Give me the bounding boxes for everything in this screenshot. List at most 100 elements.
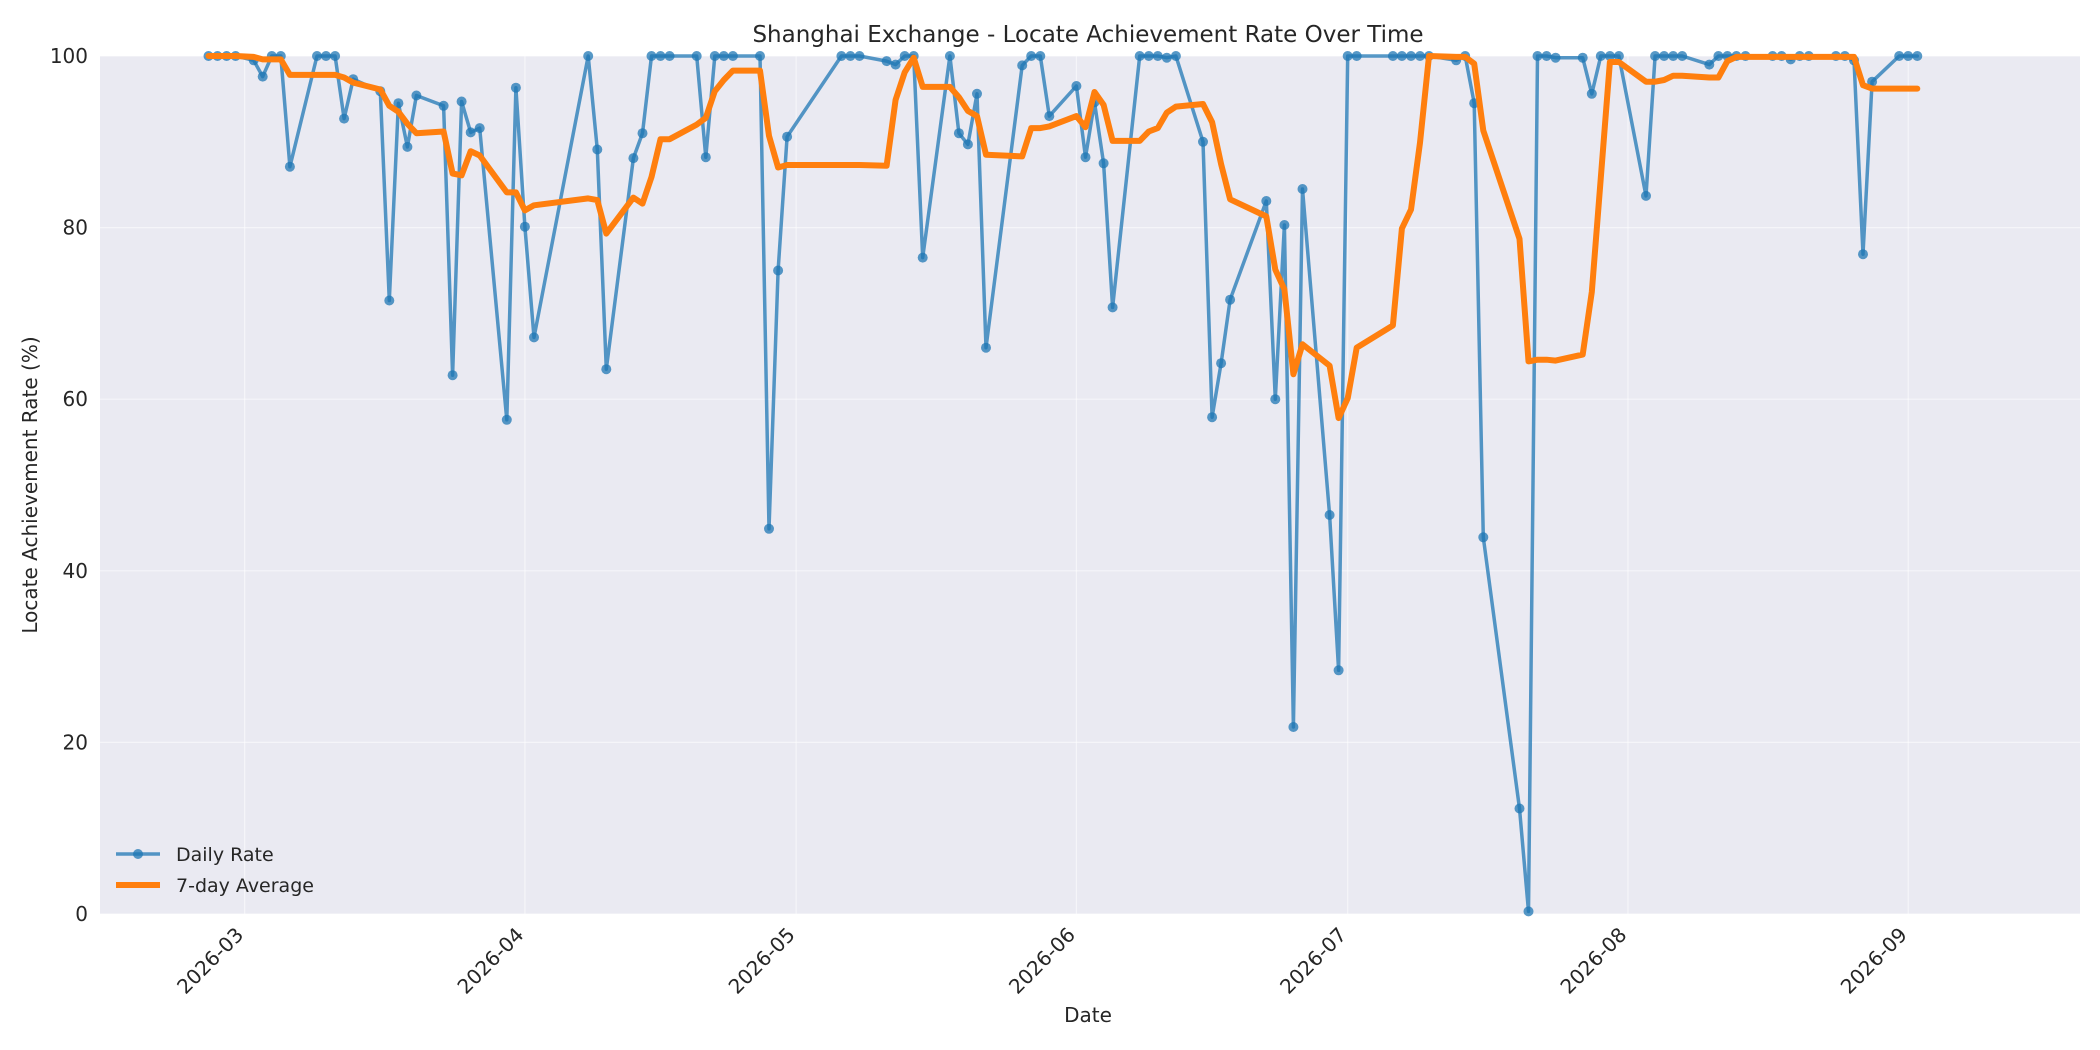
daily-rate-data-point	[664, 51, 675, 61]
daily-rate-data-point	[845, 51, 856, 61]
daily-rate-data-point	[1595, 51, 1606, 61]
daily-rate-data-point	[899, 51, 910, 61]
daily-rate-data-point	[1604, 51, 1615, 61]
daily-rate-data-point	[1134, 51, 1145, 61]
series-layer	[203, 51, 1923, 917]
legend-daily-rate-marker	[133, 849, 143, 859]
daily-rate-data-point	[1396, 51, 1407, 61]
daily-rate-data-point	[1035, 51, 1046, 61]
y-tick-label: 0	[75, 902, 88, 926]
daily-rate-data-point	[1613, 51, 1624, 61]
y-tick-label: 40	[63, 559, 88, 583]
daily-rate-data-point	[411, 90, 422, 101]
daily-rate-data-point	[1324, 510, 1335, 520]
daily-rate-data-point	[1858, 249, 1868, 260]
daily-rate-data-point	[1216, 358, 1227, 369]
daily-rate-data-point	[1668, 51, 1679, 61]
daily-rate-data-point	[628, 153, 639, 164]
daily-rate-data-point	[384, 295, 395, 306]
daily-rate-data-point	[529, 332, 539, 343]
y-axis-label: Locate Achievement Rate (%)	[18, 336, 42, 633]
daily-rate-data-point	[1415, 51, 1425, 61]
x-axis-label: Date	[1064, 1003, 1112, 1027]
legend-daily-rate-label: Daily Rate	[176, 844, 274, 866]
daily-rate-data-point	[836, 51, 847, 61]
daily-rate-data-point	[962, 139, 973, 150]
daily-rate-data-point	[782, 131, 793, 142]
7-day-average-series-line	[205, 53, 1921, 422]
y-tick-label: 20	[63, 730, 88, 754]
daily-rate-data-point	[1152, 51, 1163, 61]
daily-rate-data-point	[1577, 52, 1588, 63]
daily-rate-data-point	[1207, 412, 1218, 423]
daily-rate-data-point	[1261, 196, 1272, 206]
daily-rate-data-point	[1017, 60, 1028, 71]
grid-lines	[100, 55, 2080, 915]
daily-rate-data-point	[465, 127, 476, 138]
daily-rate-data-point	[1342, 51, 1353, 61]
daily-rate-data-point	[1478, 532, 1489, 543]
daily-rate-data-point	[890, 59, 901, 70]
daily-rate-data-point	[1080, 152, 1091, 163]
daily-rate-data-point	[1713, 51, 1724, 61]
daily-rate-data-point	[1161, 52, 1172, 63]
y-tick-label: 80	[63, 216, 88, 240]
daily-rate-data-point	[691, 51, 702, 61]
daily-rate-data-point	[1225, 294, 1236, 305]
daily-rate-data-point	[1333, 665, 1344, 676]
daily-rate-data-point	[1406, 51, 1416, 61]
legend-7-day-average-label: 7-day Average	[176, 875, 314, 897]
daily-rate-data-point	[727, 51, 738, 61]
daily-rate-data-point	[447, 370, 458, 381]
daily-rate-data-point	[1044, 111, 1055, 122]
daily-rate-data-point	[1650, 51, 1661, 61]
daily-rate-data-point	[1297, 184, 1308, 194]
daily-rate-data-point	[972, 88, 982, 99]
daily-rate-data-point	[1532, 51, 1543, 61]
daily-rate-data-point	[1912, 51, 1923, 61]
daily-rate-data-point	[257, 71, 268, 82]
daily-rate-data-point	[637, 128, 648, 139]
daily-rate-data-point	[1098, 158, 1109, 169]
daily-rate-data-point	[438, 100, 449, 111]
daily-rate-data-point	[953, 128, 964, 139]
chart-title: Shanghai Exchange - Locate Achievement R…	[752, 22, 1423, 48]
daily-rate-data-point	[501, 414, 512, 425]
y-tick-label: 100	[50, 44, 88, 68]
daily-rate-data-point	[646, 51, 657, 61]
daily-rate-data-point	[1279, 220, 1290, 230]
daily-rate-data-point	[764, 523, 774, 534]
daily-rate-data-point	[1659, 51, 1670, 61]
daily-rate-data-point	[510, 82, 521, 93]
daily-rate-data-point	[1514, 803, 1525, 814]
daily-rate-data-point	[1270, 394, 1281, 405]
y-tick-label: 60	[63, 387, 88, 411]
plot-area	[100, 56, 2080, 914]
daily-rate-data-point	[312, 51, 322, 61]
daily-rate-data-point	[718, 51, 729, 61]
daily-rate-data-point	[773, 265, 784, 276]
daily-rate-data-point	[1288, 722, 1299, 732]
daily-rate-data-point	[1867, 76, 1878, 87]
daily-rate-data-point	[339, 113, 350, 124]
daily-rate-data-point	[1107, 302, 1118, 313]
daily-rate-data-point	[402, 141, 413, 152]
daily-rate-data-point	[1894, 51, 1905, 61]
daily-rate-data-point	[1071, 81, 1082, 91]
y-axis-ticks: 0 20 40 60 80 100	[50, 44, 88, 926]
daily-rate-data-point	[1198, 136, 1208, 147]
daily-rate-data-point	[854, 51, 865, 61]
daily-rate-data-point	[700, 152, 711, 163]
daily-rate-data-point	[321, 51, 331, 61]
daily-rate-data-point	[583, 51, 594, 61]
daily-rate-data-point	[284, 161, 295, 172]
daily-rate-data-point	[1387, 51, 1398, 61]
daily-rate-data-point	[1541, 51, 1552, 61]
daily-rate-data-point	[1677, 51, 1688, 61]
daily-rate-data-point	[1641, 190, 1651, 201]
daily-rate-data-point	[1143, 51, 1154, 61]
daily-rate-data-point	[655, 51, 666, 61]
daily-rate-data-point	[1586, 88, 1597, 99]
daily-rate-data-point	[1903, 51, 1914, 61]
